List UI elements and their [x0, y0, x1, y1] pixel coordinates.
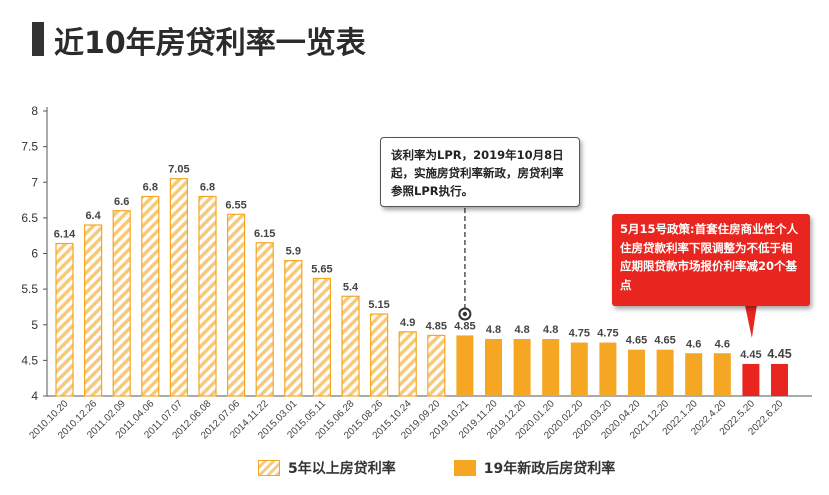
bar-value-label: 4.65	[626, 335, 647, 347]
bar-value-label: 4.8	[514, 324, 529, 336]
lpr-callout: 该利率为LPR，2019年10月8日起，实施房贷利率新政，房贷利率参照LPR执行…	[380, 137, 580, 207]
lpr-connector-dot-center	[462, 311, 468, 317]
legend-item-hatched: 5年以上房贷利率	[258, 458, 396, 478]
bar-value-label: 6.8	[143, 182, 158, 194]
bar-value-label: 4.8	[543, 324, 558, 336]
bar	[312, 277, 331, 397]
bar	[771, 363, 788, 396]
policy-callout: 5月15号政策:首套住房商业性个人住房贷款利率下限调整为不低于相应期限贷款市场报…	[612, 214, 810, 306]
y-tick-label: 6	[31, 247, 38, 261]
bar	[427, 334, 446, 397]
bar-value-label: 4.6	[686, 338, 701, 350]
y-tick-label: 5.5	[21, 282, 38, 296]
bar	[83, 224, 103, 397]
bar-value-label: 5.9	[286, 246, 301, 258]
bar	[742, 363, 760, 396]
bar	[284, 260, 303, 397]
bar	[542, 339, 560, 396]
bar	[713, 353, 731, 396]
callout-connectors	[458, 208, 757, 338]
bar	[628, 349, 645, 396]
bar	[656, 349, 674, 396]
bar	[141, 195, 160, 397]
bar	[341, 295, 360, 397]
bar	[599, 342, 617, 396]
bar-labels: 6.14 6.4 6.6 6.8 7.05 6.8 6.55 6.15 5.9 5.65 5.4 5.…	[54, 164, 792, 361]
bar-value-label: 4.65	[654, 335, 675, 347]
bar-value-label: 6.55	[225, 199, 246, 211]
bar	[55, 242, 74, 397]
y-tick-label: 4	[31, 389, 38, 403]
bar-value-label: 6.6	[114, 196, 129, 208]
bar-value-label: 4.75	[569, 328, 590, 340]
legend-label-hatched: 5年以上房贷利率	[288, 461, 396, 477]
legend-swatch-hatched	[258, 460, 280, 476]
page-title: 近10年房贷利率一览表	[54, 26, 366, 61]
bar	[169, 178, 188, 397]
bar	[112, 210, 131, 397]
legend-item-solid: 19年新政后房贷利率	[453, 458, 616, 478]
bar-value-label: 4.45	[740, 349, 761, 361]
bar-value-label: 5.15	[368, 299, 389, 311]
title-accent-bar	[32, 22, 44, 56]
bar-value-label: 6.4	[85, 210, 101, 222]
y-tick-label: 7	[31, 175, 38, 189]
y-axis: 4 4.5 5 5.5 6 6.5 7 7.5 8	[21, 104, 48, 403]
y-tick-label: 4.5	[21, 353, 38, 367]
y-tick-label: 5	[31, 318, 38, 332]
bar-value-label: 4.6	[715, 338, 730, 350]
legend-swatch-solid	[453, 460, 476, 476]
bars	[55, 178, 788, 397]
bar-value-label: 5.65	[311, 263, 332, 275]
bar	[255, 242, 274, 397]
bar-value-label: 4.9	[400, 317, 415, 329]
bar	[227, 213, 246, 397]
bar	[456, 335, 474, 396]
bar	[513, 339, 531, 396]
bar-value-label: 5.4	[343, 281, 359, 293]
legend: 5年以上房贷利率 19年新政后房贷利率	[258, 458, 673, 478]
bar	[570, 342, 588, 396]
bar-value-label: 6.14	[54, 229, 76, 241]
bar	[485, 339, 502, 396]
bar-value-label: 4.85	[454, 320, 475, 332]
bar-value-label: 4.85	[426, 320, 447, 332]
bar-value-label: 4.8	[486, 324, 501, 336]
bar-value-label: 6.8	[200, 182, 215, 194]
y-tick-label: 6.5	[21, 211, 38, 225]
x-labels: 2010.10.202010.12.262011.02.092011.04.06…	[27, 398, 785, 441]
bar-value-label: 6.15	[254, 228, 275, 240]
policy-pointer	[744, 305, 757, 338]
legend-label-solid: 19年新政后房贷利率	[483, 461, 616, 477]
bar-value-label: 4.75	[597, 328, 618, 340]
bar	[370, 313, 389, 397]
y-tick-label: 8	[31, 104, 38, 118]
bar-value-label: 4.45	[767, 347, 791, 361]
bar	[685, 353, 703, 396]
bar	[198, 195, 217, 397]
bar	[398, 331, 417, 397]
y-tick-label: 7.5	[21, 140, 38, 154]
bar-value-label: 7.05	[168, 164, 189, 176]
